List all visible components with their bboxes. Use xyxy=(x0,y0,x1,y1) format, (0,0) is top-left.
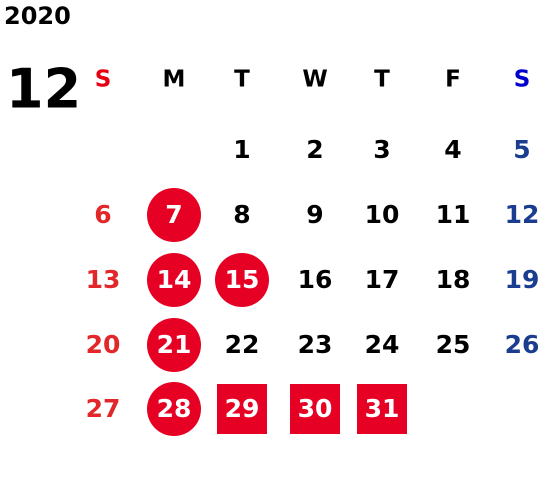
day: 19 xyxy=(505,265,540,294)
day: 22 xyxy=(225,330,260,359)
weekday: S xyxy=(514,67,531,93)
day: 21 xyxy=(157,330,192,359)
day: 8 xyxy=(233,200,250,229)
year: 2020 xyxy=(4,2,71,30)
day: 14 xyxy=(157,265,192,294)
day: 2 xyxy=(306,135,323,164)
holiday-circle xyxy=(147,382,201,436)
month: 12 xyxy=(6,58,81,121)
weekday: M xyxy=(163,67,186,93)
day: 15 xyxy=(225,265,260,294)
holiday-circle xyxy=(215,253,269,307)
day: 1 xyxy=(233,135,250,164)
day: 4 xyxy=(444,135,461,164)
day: 27 xyxy=(86,394,121,423)
holiday-square xyxy=(290,384,340,434)
day: 31 xyxy=(365,394,400,423)
holiday-circle xyxy=(147,253,201,307)
day: 20 xyxy=(86,330,121,359)
holiday-circle xyxy=(147,188,201,242)
day: 17 xyxy=(365,265,400,294)
holiday-square xyxy=(217,384,267,434)
day: 26 xyxy=(505,330,540,359)
holiday-square xyxy=(357,384,407,434)
day: 13 xyxy=(86,265,121,294)
day: 23 xyxy=(298,330,333,359)
day: 30 xyxy=(298,394,333,423)
day: 11 xyxy=(436,200,471,229)
day: 3 xyxy=(373,135,390,164)
day: 28 xyxy=(157,394,192,423)
weekday: T xyxy=(234,67,250,93)
day: 18 xyxy=(436,265,471,294)
day: 16 xyxy=(298,265,333,294)
weekday: S xyxy=(95,67,112,93)
day: 29 xyxy=(225,394,260,423)
weekday: F xyxy=(445,67,461,93)
day: 24 xyxy=(365,330,400,359)
day: 25 xyxy=(436,330,471,359)
day: 7 xyxy=(165,200,182,229)
day: 6 xyxy=(94,200,111,229)
holiday-circle xyxy=(147,318,201,372)
day: 5 xyxy=(513,135,530,164)
day: 9 xyxy=(306,200,323,229)
day: 12 xyxy=(505,200,540,229)
weekday: T xyxy=(374,67,390,93)
weekday: W xyxy=(302,67,327,93)
day: 10 xyxy=(365,200,400,229)
